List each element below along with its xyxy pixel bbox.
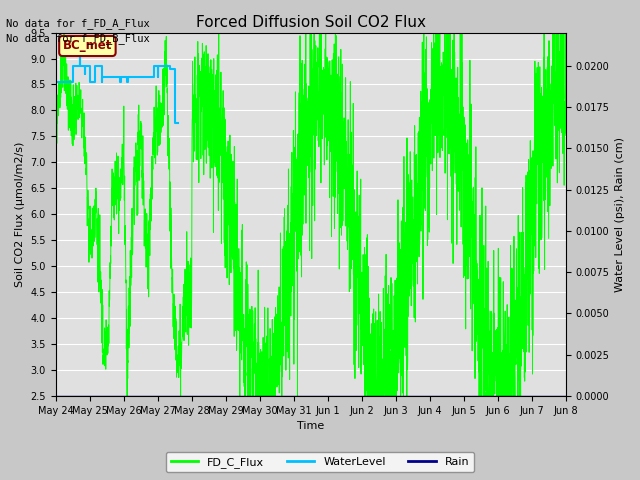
WaterLevel bbox=[124, 79, 132, 85]
WaterLevel bbox=[86, 63, 93, 69]
Line: WaterLevel: WaterLevel bbox=[56, 57, 178, 123]
Y-axis label: Water Level (psi), Rain (cm): Water Level (psi), Rain (cm) bbox=[615, 137, 625, 292]
Text: BC_met: BC_met bbox=[63, 39, 112, 52]
FD_C_Flux bbox=[124, 393, 131, 399]
WaterLevel bbox=[91, 63, 99, 69]
WaterLevel bbox=[76, 63, 83, 69]
Legend: FD_C_Flux, WaterLevel, Rain: FD_C_Flux, WaterLevel, Rain bbox=[166, 452, 474, 472]
WaterLevel bbox=[52, 79, 60, 85]
FD_C_Flux bbox=[552, 31, 560, 37]
FD_C_Flux bbox=[270, 330, 278, 336]
X-axis label: Time: Time bbox=[297, 421, 324, 432]
Title: Forced Diffusion Soil CO2 Flux: Forced Diffusion Soil CO2 Flux bbox=[196, 15, 426, 30]
WaterLevel bbox=[76, 54, 83, 60]
Y-axis label: Soil CO2 Flux (μmol/m2/s): Soil CO2 Flux (μmol/m2/s) bbox=[15, 142, 25, 287]
FD_C_Flux bbox=[248, 327, 255, 333]
FD_C_Flux bbox=[52, 134, 60, 140]
Line: FD_C_Flux: FD_C_Flux bbox=[56, 33, 566, 396]
WaterLevel bbox=[174, 120, 182, 126]
FD_C_Flux bbox=[141, 218, 148, 224]
WaterLevel bbox=[106, 74, 114, 80]
FD_C_Flux bbox=[497, 393, 505, 399]
WaterLevel bbox=[171, 120, 179, 126]
WaterLevel bbox=[160, 63, 168, 69]
Text: No data for f_FD_A_Flux: No data for f_FD_A_Flux bbox=[6, 18, 150, 29]
FD_C_Flux bbox=[110, 193, 118, 199]
FD_C_Flux bbox=[60, 30, 67, 36]
FD_C_Flux bbox=[562, 132, 570, 138]
Text: No data for f_FD_B_Flux: No data for f_FD_B_Flux bbox=[6, 33, 150, 44]
